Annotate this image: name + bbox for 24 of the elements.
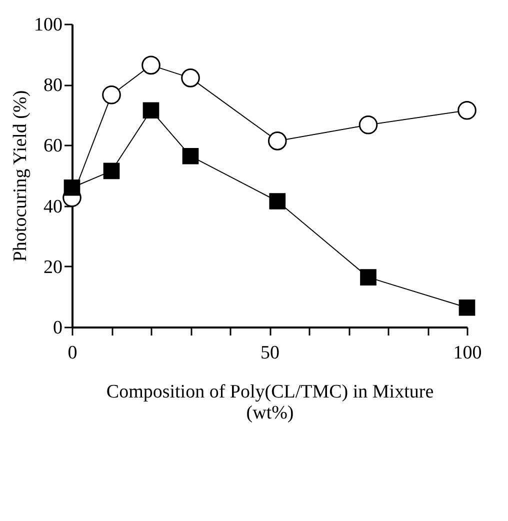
point [458,100,476,120]
point [103,162,120,180]
x-tick-label: 50 [260,342,280,364]
point [181,68,200,88]
x-tick-label: 0 [68,342,78,364]
point [268,132,287,150]
point [182,148,199,164]
point [142,102,160,119]
x-tick-label: 100 [453,342,482,364]
y-tick-label: 0 [53,318,62,338]
y-tick-label: 20 [44,256,62,278]
y-tick-label: 60 [44,136,62,157]
x-axis-title: Composition of Poly(CL/TMC) in Mixture (wt%) [106,382,434,424]
point [458,299,476,316]
y-tick-label: 40 [44,196,62,218]
point [358,116,378,134]
point [102,86,121,104]
y-tick-label: 100 [34,14,62,36]
point [269,193,286,210]
point [360,269,376,286]
y-axis-title: Photocuring Yield (%) [10,90,31,262]
point [64,179,80,196]
y-tick-label: 80 [44,75,62,96]
point [142,56,160,75]
